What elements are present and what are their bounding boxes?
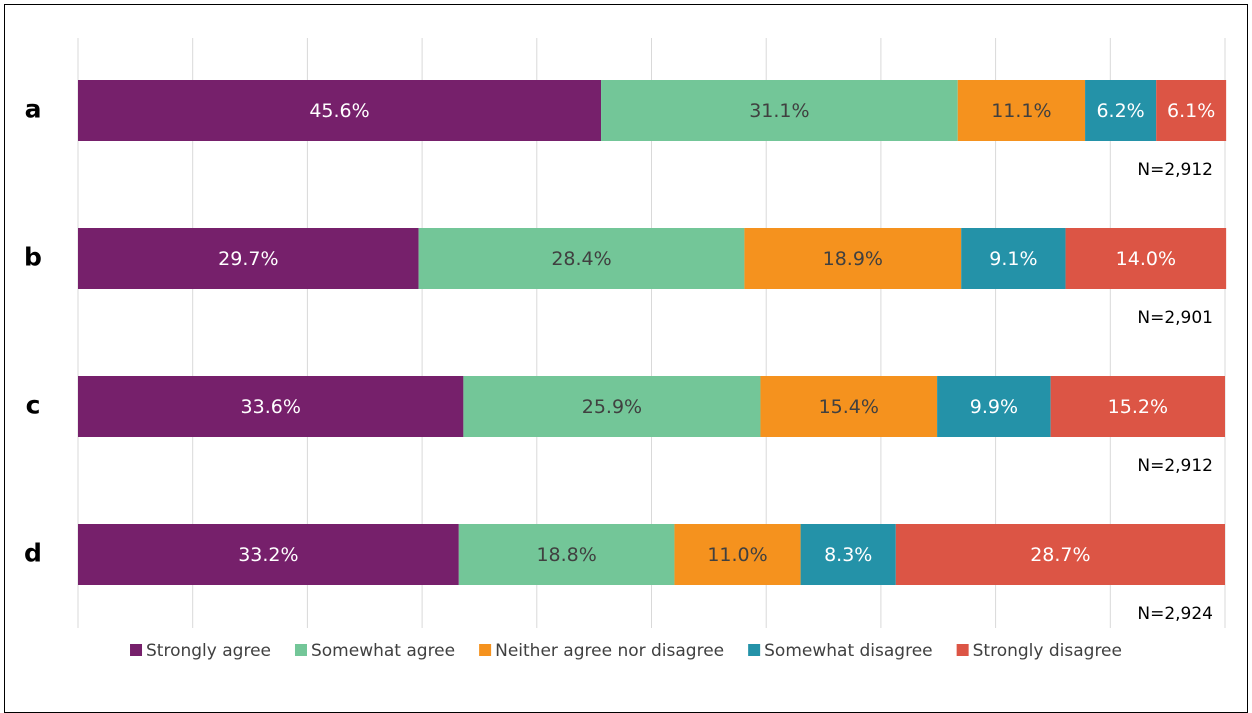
data-label: 33.6% (241, 396, 301, 418)
category-label: a (25, 95, 42, 124)
bar-segment (961, 228, 1066, 289)
data-label: 25.9% (582, 396, 642, 418)
data-label: 31.1% (749, 100, 809, 122)
legend-label: Neither agree nor disagree (495, 641, 724, 661)
data-label: 18.9% (823, 248, 883, 270)
data-label: 11.1% (991, 100, 1051, 122)
bar-segment (1156, 80, 1227, 141)
bar-segment (458, 524, 675, 585)
bar-segment (463, 376, 761, 437)
data-label: 15.4% (819, 396, 879, 418)
data-label: 33.2% (238, 544, 298, 566)
bar-segment (957, 80, 1086, 141)
sample-size-label: N=2,912 (1137, 160, 1213, 180)
legend-swatch (956, 644, 969, 656)
legend-label: Somewhat agree (311, 641, 455, 661)
data-label: 9.9% (970, 396, 1018, 418)
bar-segment (760, 376, 938, 437)
data-label: 28.4% (551, 248, 611, 270)
legend-swatch (294, 644, 307, 656)
data-label: 14.0% (1116, 248, 1176, 270)
bar-segment (78, 228, 419, 289)
data-label: 8.3% (824, 544, 872, 566)
bar-segment (1085, 80, 1157, 141)
bar-segment (78, 80, 602, 141)
bar-segment (674, 524, 801, 585)
bar-segment (601, 80, 958, 141)
sample-size-label: N=2,901 (1137, 308, 1213, 328)
legend-swatch (748, 644, 761, 656)
category-label: b (24, 243, 42, 272)
sample-size-label: N=2,924 (1137, 604, 1213, 624)
bar-segment (895, 524, 1225, 585)
data-label: 29.7% (218, 248, 278, 270)
data-label: 28.7% (1030, 544, 1090, 566)
data-label: 15.2% (1108, 396, 1168, 418)
bar-segment (800, 524, 896, 585)
bar-segment (1050, 376, 1225, 437)
bar-segment (744, 228, 962, 289)
legend-swatch (479, 644, 492, 656)
bar-segment (1065, 228, 1227, 289)
category-label: c (26, 391, 41, 420)
sample-size-label: N=2,912 (1137, 456, 1213, 476)
legend-label: Strongly disagree (973, 641, 1122, 661)
data-label: 6.1% (1167, 100, 1215, 122)
bar-segment (418, 228, 745, 289)
data-label: 45.6% (309, 100, 369, 122)
category-label: d (24, 539, 42, 568)
bar-segment (78, 376, 464, 437)
legend-label: Strongly agree (146, 641, 271, 661)
legend-swatch (130, 644, 143, 656)
data-label: 18.8% (536, 544, 596, 566)
bar-segment (78, 524, 459, 585)
data-label: 9.1% (989, 248, 1037, 270)
legend-label: Somewhat disagree (764, 641, 933, 661)
bar-segment (937, 376, 1051, 437)
data-label: 6.2% (1096, 100, 1144, 122)
data-label: 11.0% (707, 544, 767, 566)
